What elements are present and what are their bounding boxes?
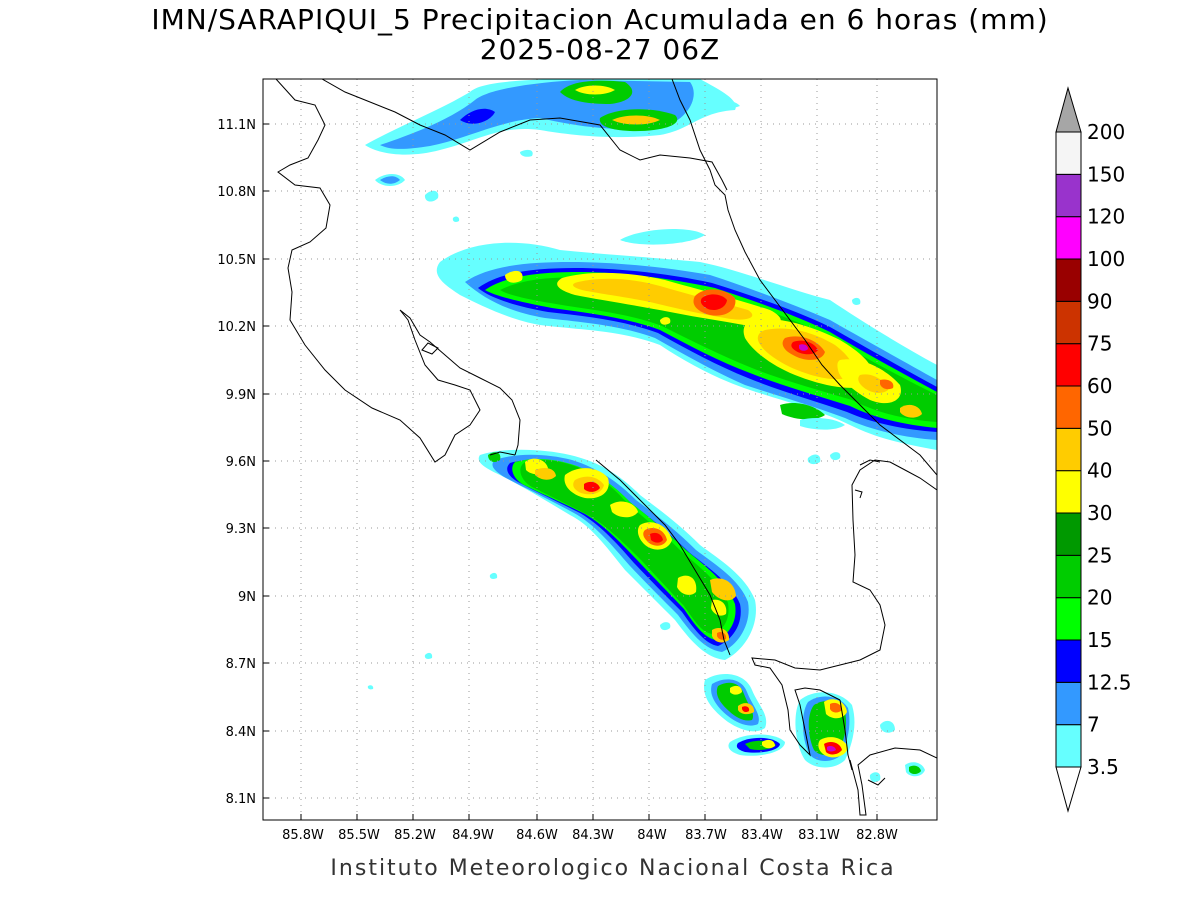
lat-tick-label: 9.6N xyxy=(226,455,256,470)
colorbar-labels: 3.5 7 12.5 15 20 25 30 40 50 60 75 90 100 120 150 200 xyxy=(1087,120,1132,779)
longitude-tick-labels: 85.8W 85.5W 85.2W 84.9W 84.6W 84.3W 84W … xyxy=(282,828,898,843)
colorbar-level-label: 60 xyxy=(1087,374,1112,398)
coastlines-borders xyxy=(275,79,937,816)
colorbar-level-label: 150 xyxy=(1087,162,1125,186)
colorbar-level-label: 15 xyxy=(1087,628,1112,652)
colorbar-top-arrow xyxy=(1055,86,1082,133)
colorbar-segment xyxy=(1055,554,1082,599)
lat-tick-label: 10.2N xyxy=(217,320,256,335)
map-subtitle-datetime: 2025-08-27 06Z xyxy=(479,33,721,66)
map-footer-credit: Instituto Meteorologico Nacional Costa R… xyxy=(330,856,896,881)
colorbar-level-label: 90 xyxy=(1087,289,1112,313)
lon-tick-label: 84.9W xyxy=(452,828,494,843)
colorbar-level-label: 120 xyxy=(1087,205,1125,229)
colorbar-segment xyxy=(1055,343,1082,387)
precip-band-central xyxy=(436,242,937,465)
latitude-tick-labels: 11.1N 10.8N 10.5N 10.2N 9.9N 9.6N 9.3N 9… xyxy=(217,118,256,807)
colorbar-segment xyxy=(1055,385,1082,429)
colorbar-level-label: 100 xyxy=(1087,247,1125,271)
lat-tick-label: 9.9N xyxy=(226,388,256,403)
map-frame xyxy=(262,78,938,821)
colorbar-level-label: 25 xyxy=(1087,543,1112,567)
colorbar-segment xyxy=(1055,300,1082,345)
map-plot-area xyxy=(263,79,937,820)
colorbar-level-label: 200 xyxy=(1087,120,1125,144)
colorbar-segment xyxy=(1055,597,1082,641)
colorbar-segment xyxy=(1055,131,1082,175)
colorbar-segment xyxy=(1055,724,1082,768)
colorbar-level-label: 20 xyxy=(1087,586,1112,610)
precip-cluster-north xyxy=(365,79,740,245)
lon-tick-label: 85.2W xyxy=(394,828,436,843)
lat-tick-label: 10.5N xyxy=(217,253,256,268)
lat-tick-label: 8.4N xyxy=(226,725,256,740)
lon-tick-label: 84W xyxy=(637,828,667,843)
lat-tick-label: 9.3N xyxy=(226,522,256,537)
lon-tick-label: 83.1W xyxy=(798,828,840,843)
colorbar-level-label: 12.5 xyxy=(1087,670,1132,694)
lon-tick-label: 83.4W xyxy=(741,828,783,843)
colorbar-level-label: 50 xyxy=(1087,416,1112,440)
colorbar: 3.5 7 12.5 15 20 25 30 40 50 60 75 90 100 120 150 200 xyxy=(1055,86,1132,813)
colorbar-segment xyxy=(1055,639,1082,683)
map-grid xyxy=(263,79,937,820)
colorbar-segment xyxy=(1055,470,1082,514)
lon-tick-label: 83.7W xyxy=(685,828,727,843)
colorbar-segment xyxy=(1055,427,1082,472)
colorbar-level-label: 3.5 xyxy=(1087,755,1119,779)
colorbar-bottom-arrow xyxy=(1055,766,1082,813)
lat-tick-label: 11.1N xyxy=(217,118,256,133)
lon-tick-label: 84.3W xyxy=(572,828,614,843)
lon-tick-label: 84.6W xyxy=(516,828,558,843)
colorbar-segment xyxy=(1055,681,1082,726)
lon-tick-label: 85.5W xyxy=(338,828,380,843)
colorbar-segment xyxy=(1055,216,1082,260)
lat-tick-label: 10.8N xyxy=(217,185,256,200)
colorbar-segment xyxy=(1055,173,1082,218)
colorbar-segments xyxy=(1055,131,1082,768)
lat-tick-label: 8.7N xyxy=(226,657,256,672)
lat-tick-label: 8.1N xyxy=(226,792,256,807)
colorbar-level-label: 40 xyxy=(1087,459,1112,483)
map-title: IMN/SARAPIQUI_5 Precipitacion Acumulada … xyxy=(151,3,1049,36)
colorbar-segment xyxy=(1055,258,1082,302)
precip-cells-osa xyxy=(367,216,925,783)
lon-tick-label: 82.8W xyxy=(856,828,898,843)
colorbar-segment xyxy=(1055,512,1082,556)
precip-band-south xyxy=(478,449,756,660)
lat-tick-label: 9N xyxy=(238,590,256,605)
colorbar-level-label: 75 xyxy=(1087,332,1112,356)
colorbar-level-label: 30 xyxy=(1087,501,1112,525)
colorbar-level-label: 7 xyxy=(1087,713,1100,737)
axis-ticks xyxy=(263,123,878,820)
lon-tick-label: 85.8W xyxy=(282,828,324,843)
